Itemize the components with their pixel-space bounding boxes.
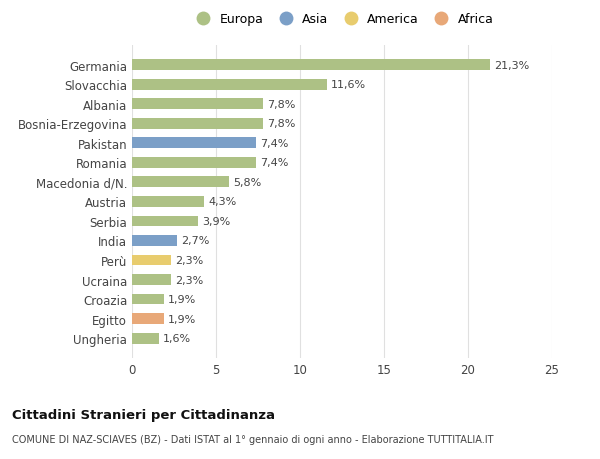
Bar — [132, 274, 170, 285]
Text: 1,9%: 1,9% — [168, 295, 196, 304]
Text: 1,9%: 1,9% — [168, 314, 196, 324]
Bar — [132, 79, 327, 90]
Bar — [132, 216, 197, 227]
Legend: Europa, Asia, America, Africa: Europa, Asia, America, Africa — [185, 8, 499, 31]
Bar — [132, 333, 159, 344]
Bar — [132, 138, 256, 149]
Text: 3,9%: 3,9% — [202, 217, 230, 226]
Text: 21,3%: 21,3% — [494, 61, 529, 70]
Bar — [132, 118, 263, 129]
Bar — [132, 255, 170, 266]
Bar — [132, 294, 164, 305]
Text: 2,7%: 2,7% — [182, 236, 210, 246]
Bar — [132, 196, 204, 207]
Text: 4,3%: 4,3% — [208, 197, 236, 207]
Bar — [132, 157, 256, 168]
Text: 2,3%: 2,3% — [175, 256, 203, 265]
Text: Cittadini Stranieri per Cittadinanza: Cittadini Stranieri per Cittadinanza — [12, 409, 275, 421]
Bar — [132, 60, 490, 71]
Text: 7,4%: 7,4% — [260, 139, 289, 148]
Text: 7,8%: 7,8% — [267, 100, 296, 109]
Text: 7,4%: 7,4% — [260, 158, 289, 168]
Bar — [132, 177, 229, 188]
Text: 2,3%: 2,3% — [175, 275, 203, 285]
Bar — [132, 99, 263, 110]
Text: 7,8%: 7,8% — [267, 119, 296, 129]
Text: 1,6%: 1,6% — [163, 334, 191, 343]
Text: 11,6%: 11,6% — [331, 80, 366, 90]
Text: COMUNE DI NAZ-SCIAVES (BZ) - Dati ISTAT al 1° gennaio di ogni anno - Elaborazion: COMUNE DI NAZ-SCIAVES (BZ) - Dati ISTAT … — [12, 434, 493, 444]
Bar — [132, 313, 164, 325]
Bar — [132, 235, 178, 246]
Text: 5,8%: 5,8% — [233, 178, 262, 187]
